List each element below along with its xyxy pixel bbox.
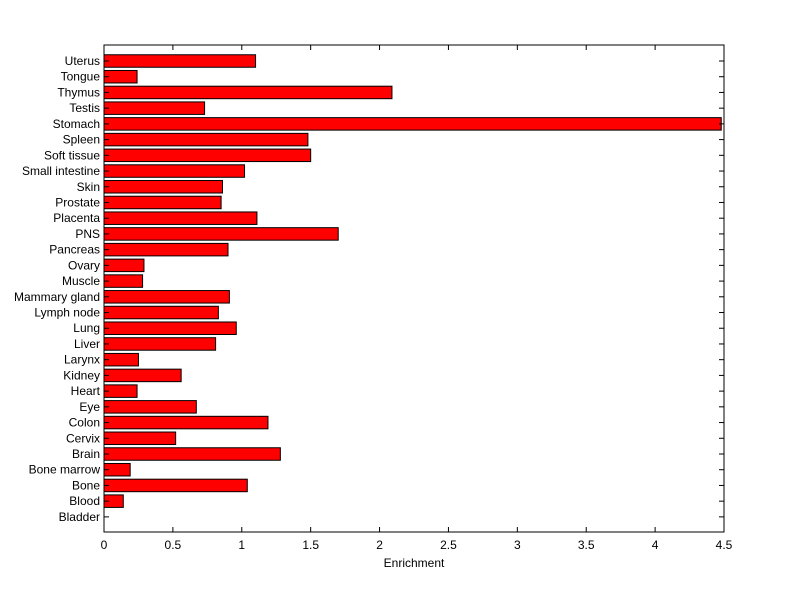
y-tick-label: Larynx — [64, 353, 100, 367]
bar — [103, 164, 246, 178]
bar — [103, 54, 257, 68]
x-tick-label: 1 — [238, 538, 245, 552]
x-tick-label: 0.5 — [165, 538, 182, 552]
bar — [103, 337, 217, 351]
bar — [103, 211, 258, 225]
bar — [103, 85, 393, 100]
y-tick-label: Mammary gland — [14, 290, 100, 304]
bar — [103, 321, 237, 335]
x-axis-label: Enrichment — [384, 556, 445, 570]
bar — [103, 478, 248, 493]
bar — [103, 368, 182, 383]
y-tick-label: Soft tissue — [44, 148, 100, 162]
x-tick-label: 3.5 — [578, 538, 595, 552]
y-tick-label: Muscle — [62, 274, 100, 288]
bar — [103, 447, 281, 461]
bar — [103, 352, 139, 367]
bar — [103, 148, 312, 163]
bar — [103, 242, 229, 257]
bar — [103, 400, 197, 414]
bar — [103, 117, 722, 131]
plot-frame — [103, 44, 725, 533]
x-tick-label: 3 — [514, 538, 521, 552]
x-tick-label: 2.5 — [440, 538, 457, 552]
y-tick-label: Bladder — [59, 510, 100, 524]
y-tick-label: Prostate — [55, 195, 100, 209]
y-tick-label: Cervix — [66, 431, 100, 445]
y-tick-label: Colon — [69, 416, 100, 430]
y-tick-label: Liver — [74, 337, 100, 351]
y-tick-label: Placenta — [53, 211, 100, 225]
y-tick-label: Bone — [72, 478, 100, 492]
y-tick-label: Brain — [72, 447, 100, 461]
y-tick-label: Ovary — [68, 258, 100, 272]
y-tick-label: Tongue — [61, 70, 101, 84]
y-tick-label: Eye — [79, 400, 100, 414]
x-tick-label: 2 — [376, 538, 383, 552]
y-tick-label: Heart — [71, 384, 101, 398]
y-tick-label: Bone marrow — [29, 463, 101, 477]
bar — [103, 132, 309, 147]
x-tick-label: 0 — [101, 538, 108, 552]
y-tick-label: Uterus — [65, 54, 100, 68]
x-tick-label: 4.5 — [716, 538, 733, 552]
x-tick-label: 1.5 — [302, 538, 319, 552]
y-tick-label: Lymph node — [34, 306, 100, 320]
bar — [103, 101, 206, 115]
bar — [103, 227, 339, 241]
y-tick-label: Testis — [69, 101, 100, 115]
bar — [103, 290, 230, 304]
y-tick-label: Thymus — [57, 85, 100, 99]
bar — [103, 305, 219, 320]
y-tick-label: Lung — [73, 321, 100, 335]
bar — [103, 258, 145, 273]
bar — [103, 180, 223, 194]
y-tick-label: Blood — [69, 494, 100, 508]
y-tick-label: Stomach — [53, 117, 100, 131]
bar — [103, 195, 222, 210]
y-tick-label: Spleen — [63, 133, 100, 147]
x-axis-ticks: 0 0.5 1 1.5 2 2.5 3 3.5 4 4.5 — [101, 45, 733, 552]
bar — [103, 415, 269, 430]
y-tick-label: PNS — [75, 227, 100, 241]
bar — [103, 431, 177, 446]
bar — [103, 274, 144, 288]
y-tick-label: Small intestine — [22, 164, 100, 178]
y-tick-label: Kidney — [63, 368, 100, 382]
y-tick-label: Skin — [77, 180, 100, 194]
x-tick-label: 4 — [652, 538, 659, 552]
y-tick-label: Pancreas — [49, 243, 100, 257]
